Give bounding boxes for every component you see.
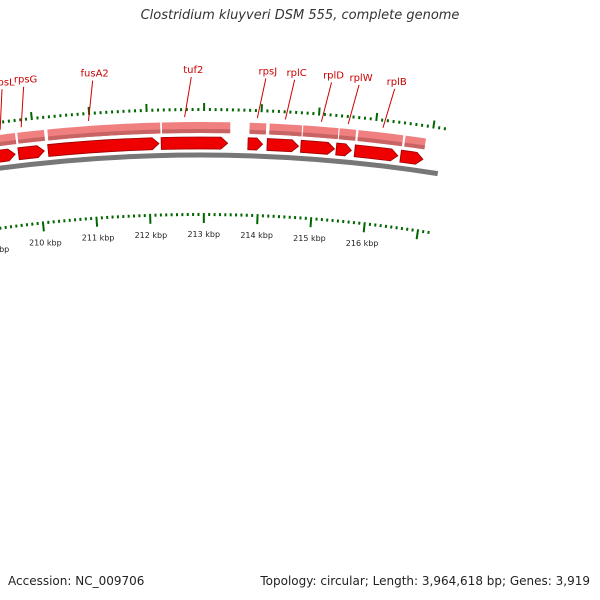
gene-leader-line	[87, 80, 94, 122]
gene-block-shadow	[18, 136, 45, 144]
gene-leader-line	[184, 76, 192, 118]
inner-tick	[362, 222, 366, 233]
gene-block-shadow	[338, 135, 356, 141]
gene-label: rplW	[349, 73, 372, 84]
gene-label-group: CKL_0218rpsLrpsGfusA2tuf2rpsJrplCrplDrpl…	[0, 65, 407, 130]
genome-backbone	[0, 152, 439, 177]
inner-tick	[415, 229, 420, 240]
gene-label: rpsJ	[259, 66, 278, 77]
gene-leader-line	[0, 89, 3, 130]
gene-label: fusA2	[81, 69, 109, 80]
gene-label: rpsL	[0, 77, 15, 88]
outer-tick	[318, 107, 321, 116]
kbp-tick-label: 212 kbp	[135, 231, 168, 240]
cds-track	[0, 136, 424, 165]
gene-block-shadow	[404, 142, 425, 150]
cds-arrow	[353, 144, 399, 162]
kbp-tick-label: 214 kbp	[240, 231, 273, 240]
gene-block-shadow	[269, 130, 302, 137]
outer-tick	[30, 111, 33, 121]
map-title: Clostridium kluyveri DSM 555, complete g…	[140, 8, 460, 23]
cds-arrow	[47, 137, 160, 157]
kbp-tick-label: 211 kbp	[82, 234, 115, 243]
backbone-arc	[0, 152, 439, 177]
gene-leader-line	[256, 78, 267, 119]
gene-block-shadow	[47, 129, 161, 141]
cds-arrow	[0, 148, 16, 163]
cds-arrow	[335, 142, 352, 157]
gene-label: rplD	[323, 70, 344, 81]
gene-track	[0, 122, 426, 150]
topology-summary: Topology: circular; Length: 3,964,618 bp…	[260, 574, 590, 588]
gene-leader-line	[347, 84, 360, 125]
gene-label: rplB	[387, 77, 407, 88]
outer-tick	[432, 120, 436, 129]
cds-arrow	[399, 149, 424, 165]
gene-label: tuf2	[183, 65, 203, 76]
gene-leader-line	[320, 82, 333, 122]
gene-label: rplC	[287, 68, 307, 79]
cds-arrow	[247, 137, 264, 151]
kbp-tick-label: 216 kbp	[346, 239, 379, 248]
gene-label: rpsG	[14, 75, 37, 86]
kbp-tick-label: 209 kbp	[0, 245, 9, 254]
gene-leader-line	[284, 79, 296, 120]
cds-arrow	[17, 145, 45, 161]
gene-leader-line	[20, 86, 25, 128]
outer-tick	[375, 112, 379, 122]
gene-leader-line	[382, 88, 396, 128]
gene-block-shadow	[249, 129, 267, 135]
gene-block-shadow	[161, 129, 231, 134]
inner-tick	[309, 217, 313, 228]
kbp-tick-label: 213 kbp	[187, 230, 220, 239]
cds-arrow	[300, 139, 336, 155]
dotted-ruler-outer	[1, 103, 447, 131]
inner-tick	[41, 221, 45, 232]
gene-block-shadow	[0, 139, 17, 146]
dotted-ruler-inner	[0, 212, 430, 240]
gene-block-shadow	[357, 137, 403, 147]
accession-text: Accession: NC_009706	[8, 574, 145, 588]
kbp-tick-label: 210 kbp	[29, 238, 62, 247]
cds-arrow	[160, 136, 229, 150]
kbp-tick-label: 215 kbp	[293, 234, 326, 243]
gene-block-shadow	[302, 132, 339, 140]
inner-tick	[95, 216, 99, 227]
cds-arrow	[266, 138, 300, 153]
